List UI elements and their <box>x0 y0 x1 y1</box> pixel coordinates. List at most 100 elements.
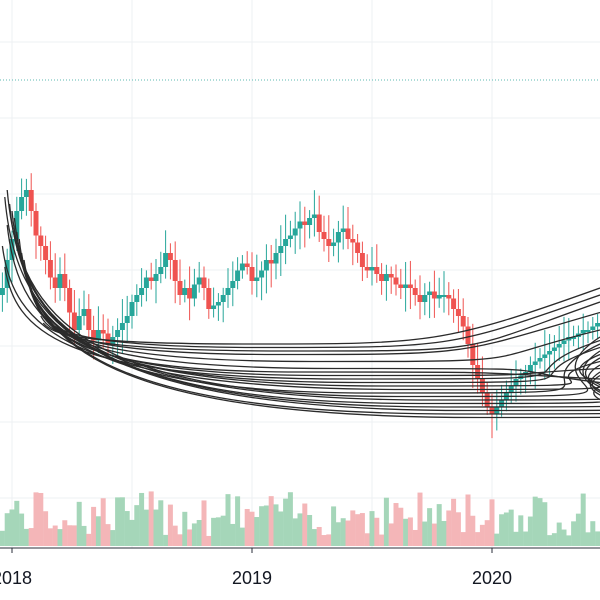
candle-body <box>355 242 361 253</box>
volume-bar <box>590 521 596 546</box>
volume-bar <box>143 509 149 546</box>
candle-body <box>124 316 130 323</box>
candle-body <box>335 232 341 243</box>
candle-body <box>359 253 365 267</box>
volume-bar <box>19 513 25 546</box>
volume-bar <box>67 525 73 546</box>
volume-bar <box>230 523 236 546</box>
volume-bar <box>316 526 322 546</box>
volume-bar <box>273 504 279 546</box>
candle-body <box>527 365 533 372</box>
volume-bar <box>172 525 178 546</box>
volume-bar <box>9 509 15 546</box>
volume-bar <box>244 508 250 546</box>
candle-body <box>4 260 10 288</box>
candle-body <box>446 295 452 299</box>
candle-body <box>100 330 106 334</box>
volume-bar <box>388 523 394 546</box>
volume-bar <box>383 497 389 546</box>
volume-bar <box>297 513 303 546</box>
candle-body <box>451 298 457 309</box>
candle-body <box>259 270 265 278</box>
volume-bar <box>393 503 399 546</box>
candle-body <box>431 291 437 299</box>
volume-bar <box>475 532 481 546</box>
volume-bar <box>446 510 452 546</box>
candle-body <box>350 239 356 243</box>
volume-bar <box>331 506 337 546</box>
candle-body <box>220 295 226 302</box>
candle-body <box>470 344 476 365</box>
volume-bar <box>422 521 428 546</box>
volume-bar <box>542 502 548 546</box>
volume-bar <box>431 523 437 546</box>
overlay-curve <box>23 259 600 384</box>
candle-body <box>163 253 169 267</box>
volume-bar <box>91 506 97 546</box>
candle-body <box>153 274 159 281</box>
candle-body <box>57 274 63 288</box>
volume-bar <box>14 500 20 546</box>
volume-bar <box>321 535 327 546</box>
candle-body <box>427 291 433 295</box>
candle-body <box>263 260 269 271</box>
candle-body <box>283 239 289 246</box>
volume-bar <box>110 530 116 546</box>
volume-bar <box>527 516 533 546</box>
volume-bar <box>62 520 68 546</box>
volume-bar <box>364 533 370 546</box>
candle-body <box>143 277 149 288</box>
candle-body <box>532 361 538 365</box>
candle-body <box>86 309 92 330</box>
candle-body <box>81 309 87 316</box>
candle-body <box>455 309 461 316</box>
volume-bar <box>86 533 92 546</box>
candle-body <box>316 214 322 232</box>
candle-body <box>129 302 135 316</box>
volume-bar <box>302 503 308 546</box>
volume-bar <box>4 513 10 546</box>
volume-bar <box>105 524 111 546</box>
candle-body <box>436 295 442 299</box>
volume-bar <box>518 515 524 546</box>
volume-bar <box>513 531 519 546</box>
candle-body <box>167 253 173 260</box>
candle-body <box>537 358 543 362</box>
volume-bar <box>76 501 82 546</box>
volume-bar <box>115 497 121 546</box>
volume-bar <box>571 521 577 546</box>
volume-bar <box>489 499 495 546</box>
candle-body <box>465 326 471 344</box>
candle-body <box>407 284 413 288</box>
volume-bar <box>503 512 509 546</box>
candle-body <box>398 284 404 288</box>
overlay-curve <box>42 287 600 345</box>
volume-bar <box>403 518 409 546</box>
volume-bar <box>278 511 284 546</box>
volume-bar <box>33 492 39 546</box>
candle-body <box>182 288 188 295</box>
overlay-curve <box>4 266 600 380</box>
volume-bar <box>595 531 600 546</box>
overlay-curve <box>28 280 600 380</box>
volume-bar <box>451 498 457 546</box>
candle-body <box>580 330 586 334</box>
volume-bar <box>355 514 361 546</box>
volume-bar <box>148 491 154 546</box>
candle-body <box>566 337 572 341</box>
candle-body <box>105 333 111 344</box>
volume-bar <box>167 504 173 546</box>
candle-body <box>403 284 409 288</box>
volume-bar <box>484 520 490 546</box>
candle-body <box>388 274 394 278</box>
volume-bar <box>398 507 404 546</box>
volume-bar <box>556 522 562 546</box>
candle-body <box>321 232 327 239</box>
volume-bar <box>158 500 164 546</box>
candle-body <box>215 302 221 306</box>
volume-bar <box>259 506 265 546</box>
candle-body <box>383 274 389 281</box>
volume-bar <box>407 517 413 546</box>
candle-body <box>412 288 418 295</box>
volume-bar <box>196 519 202 546</box>
